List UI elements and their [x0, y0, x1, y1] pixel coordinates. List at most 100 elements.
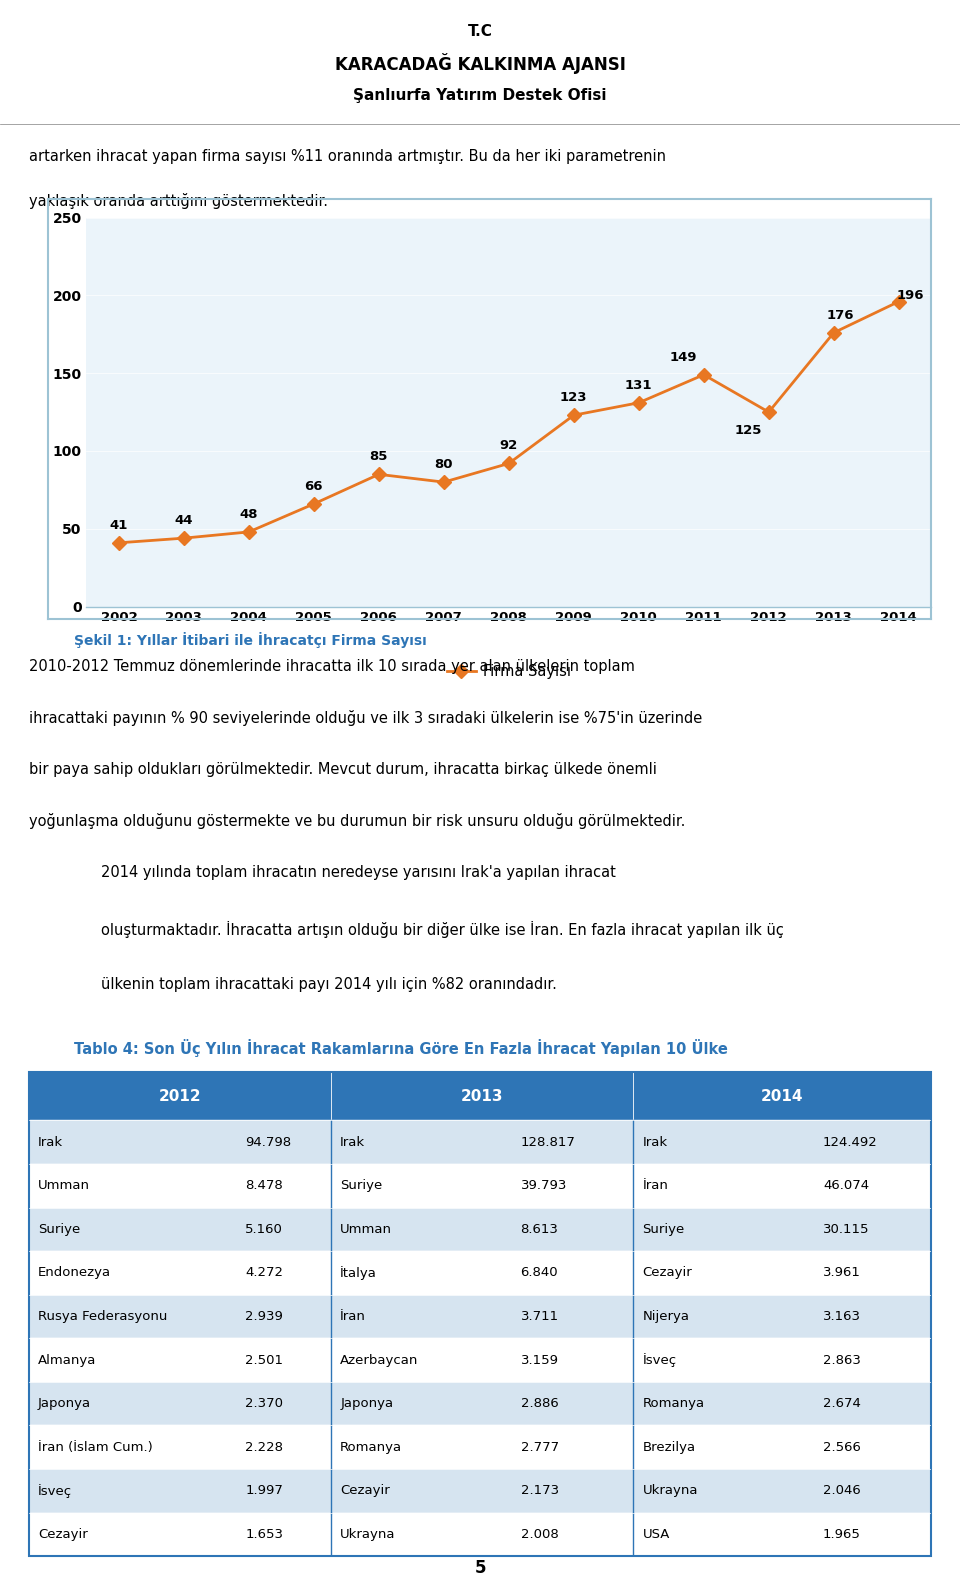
Text: Irak: Irak	[642, 1135, 667, 1148]
FancyBboxPatch shape	[29, 1339, 931, 1382]
Text: 80: 80	[435, 457, 453, 472]
Text: 4.272: 4.272	[246, 1266, 283, 1280]
Text: 2.501: 2.501	[246, 1353, 283, 1367]
Text: 85: 85	[370, 451, 388, 464]
Text: Suriye: Suriye	[37, 1223, 80, 1235]
FancyBboxPatch shape	[29, 1382, 931, 1426]
Text: 3.163: 3.163	[823, 1310, 861, 1323]
Text: Endonezya: Endonezya	[37, 1266, 111, 1280]
Text: 1.997: 1.997	[246, 1485, 283, 1497]
Text: yoğunlaşma olduğunu göstermekte ve bu durumun bir risk unsuru olduğu görülmekted: yoğunlaşma olduğunu göstermekte ve bu du…	[29, 813, 685, 829]
Text: 3.711: 3.711	[520, 1310, 559, 1323]
Text: Umman: Umman	[340, 1223, 392, 1235]
Text: 125: 125	[734, 424, 761, 437]
Text: 5.160: 5.160	[246, 1223, 283, 1235]
Text: Rusya Federasyonu: Rusya Federasyonu	[37, 1310, 167, 1323]
Text: 2014: 2014	[761, 1089, 804, 1104]
Text: Cezayir: Cezayir	[642, 1266, 692, 1280]
Text: 2.863: 2.863	[823, 1353, 861, 1367]
Text: Romanya: Romanya	[642, 1397, 705, 1410]
Text: Suriye: Suriye	[642, 1223, 684, 1235]
Text: KARACADAĞ KALKINMA AJANSI: KARACADAĞ KALKINMA AJANSI	[335, 52, 625, 75]
Text: 2013: 2013	[461, 1089, 503, 1104]
FancyBboxPatch shape	[29, 1294, 931, 1339]
Text: 6.840: 6.840	[520, 1266, 558, 1280]
Text: 2.777: 2.777	[520, 1440, 559, 1453]
Text: 131: 131	[625, 378, 653, 392]
Text: Almanya: Almanya	[37, 1353, 96, 1367]
FancyBboxPatch shape	[29, 1164, 931, 1207]
Text: Umman: Umman	[37, 1180, 90, 1193]
FancyBboxPatch shape	[29, 1251, 931, 1294]
Text: Şekil 1: Yıllar İtibari ile İhracatçı Firma Sayısı: Şekil 1: Yıllar İtibari ile İhracatçı Fi…	[74, 632, 426, 648]
Text: 1.965: 1.965	[823, 1528, 861, 1540]
Legend: Firma Sayısı: Firma Sayısı	[441, 659, 577, 684]
Text: İran (İslam Cum.): İran (İslam Cum.)	[37, 1440, 153, 1453]
Text: 2.046: 2.046	[823, 1485, 861, 1497]
Text: İsveç: İsveç	[642, 1353, 677, 1367]
Text: 124.492: 124.492	[823, 1135, 877, 1148]
Text: 196: 196	[896, 289, 924, 302]
Text: 66: 66	[304, 480, 324, 492]
Text: Japonya: Japonya	[37, 1397, 91, 1410]
Text: bir paya sahip oldukları görülmektedir. Mevcut durum, ihracatta birkaç ülkede ön: bir paya sahip oldukları görülmektedir. …	[29, 762, 657, 777]
Text: 41: 41	[109, 519, 128, 532]
Text: 149: 149	[669, 351, 697, 364]
Text: Irak: Irak	[37, 1135, 63, 1148]
Text: Nijerya: Nijerya	[642, 1310, 689, 1323]
Text: Cezayir: Cezayir	[37, 1528, 87, 1540]
Text: 30.115: 30.115	[823, 1223, 870, 1235]
Text: 2014 yılında toplam ihracatın neredeyse yarısını Irak'a yapılan ihracat: 2014 yılında toplam ihracatın neredeyse …	[101, 865, 616, 880]
Text: ihracattaki payının % 90 seviyelerinde olduğu ve ilk 3 sıradaki ülkelerin ise %7: ihracattaki payının % 90 seviyelerinde o…	[29, 710, 702, 726]
Text: 1.653: 1.653	[246, 1528, 283, 1540]
Text: 48: 48	[240, 508, 258, 521]
Text: İran: İran	[340, 1310, 366, 1323]
Text: Şanlıurfa Yatırım Destek Ofisi: Şanlıurfa Yatırım Destek Ofisi	[353, 87, 607, 103]
Text: Irak: Irak	[340, 1135, 365, 1148]
Text: İsveç: İsveç	[37, 1483, 72, 1497]
Text: 2.370: 2.370	[246, 1397, 283, 1410]
Text: 46.074: 46.074	[823, 1180, 869, 1193]
Text: 2010-2012 Temmuz dönemlerinde ihracatta ilk 10 sırada yer alan ülkelerin toplam: 2010-2012 Temmuz dönemlerinde ihracatta …	[29, 659, 635, 673]
Text: 176: 176	[827, 308, 854, 322]
Text: 5: 5	[474, 1559, 486, 1577]
Text: yaklaşık oranda arttığını göstermektedir.: yaklaşık oranda arttığını göstermektedir…	[29, 192, 327, 208]
Text: Brezilya: Brezilya	[642, 1440, 696, 1453]
Text: 2.886: 2.886	[520, 1397, 559, 1410]
Text: 123: 123	[560, 391, 588, 403]
Text: 3.961: 3.961	[823, 1266, 861, 1280]
Text: Cezayir: Cezayir	[340, 1485, 390, 1497]
FancyBboxPatch shape	[331, 1072, 634, 1121]
Text: 3.159: 3.159	[520, 1353, 559, 1367]
Text: 8.478: 8.478	[246, 1180, 283, 1193]
Text: USA: USA	[642, 1528, 670, 1540]
Text: 44: 44	[175, 515, 193, 527]
Text: 2.674: 2.674	[823, 1397, 861, 1410]
Text: T.C: T.C	[468, 24, 492, 40]
Text: 39.793: 39.793	[520, 1180, 567, 1193]
Text: İtalya: İtalya	[340, 1266, 377, 1280]
Text: 2.566: 2.566	[823, 1440, 861, 1453]
Text: ülkenin toplam ihracattaki payı 2014 yılı için %82 oranındadır.: ülkenin toplam ihracattaki payı 2014 yıl…	[101, 977, 557, 991]
Text: İran: İran	[642, 1180, 668, 1193]
Text: 8.613: 8.613	[520, 1223, 559, 1235]
FancyBboxPatch shape	[29, 1121, 931, 1164]
FancyBboxPatch shape	[29, 1207, 931, 1251]
Text: Azerbaycan: Azerbaycan	[340, 1353, 419, 1367]
Text: Tablo 4: Son Üç Yılın İhracat Rakamlarına Göre En Fazla İhracat Yapılan 10 Ülke: Tablo 4: Son Üç Yılın İhracat Rakamların…	[74, 1039, 728, 1058]
Text: Suriye: Suriye	[340, 1180, 382, 1193]
Text: 2.939: 2.939	[246, 1310, 283, 1323]
Text: 92: 92	[499, 440, 518, 453]
Text: 2.228: 2.228	[246, 1440, 283, 1453]
FancyBboxPatch shape	[29, 1469, 931, 1513]
Text: oluşturmaktadır. İhracatta artışın olduğu bir diğer ülke ise İran. En fazla ihra: oluşturmaktadır. İhracatta artışın olduğ…	[101, 921, 784, 939]
Text: Ukrayna: Ukrayna	[340, 1528, 396, 1540]
Text: 2.008: 2.008	[520, 1528, 559, 1540]
Text: 2.173: 2.173	[520, 1485, 559, 1497]
Text: 2012: 2012	[158, 1089, 202, 1104]
Text: Romanya: Romanya	[340, 1440, 402, 1453]
FancyBboxPatch shape	[634, 1072, 931, 1121]
Text: 94.798: 94.798	[246, 1135, 292, 1148]
FancyBboxPatch shape	[29, 1072, 331, 1121]
Text: 128.817: 128.817	[520, 1135, 575, 1148]
